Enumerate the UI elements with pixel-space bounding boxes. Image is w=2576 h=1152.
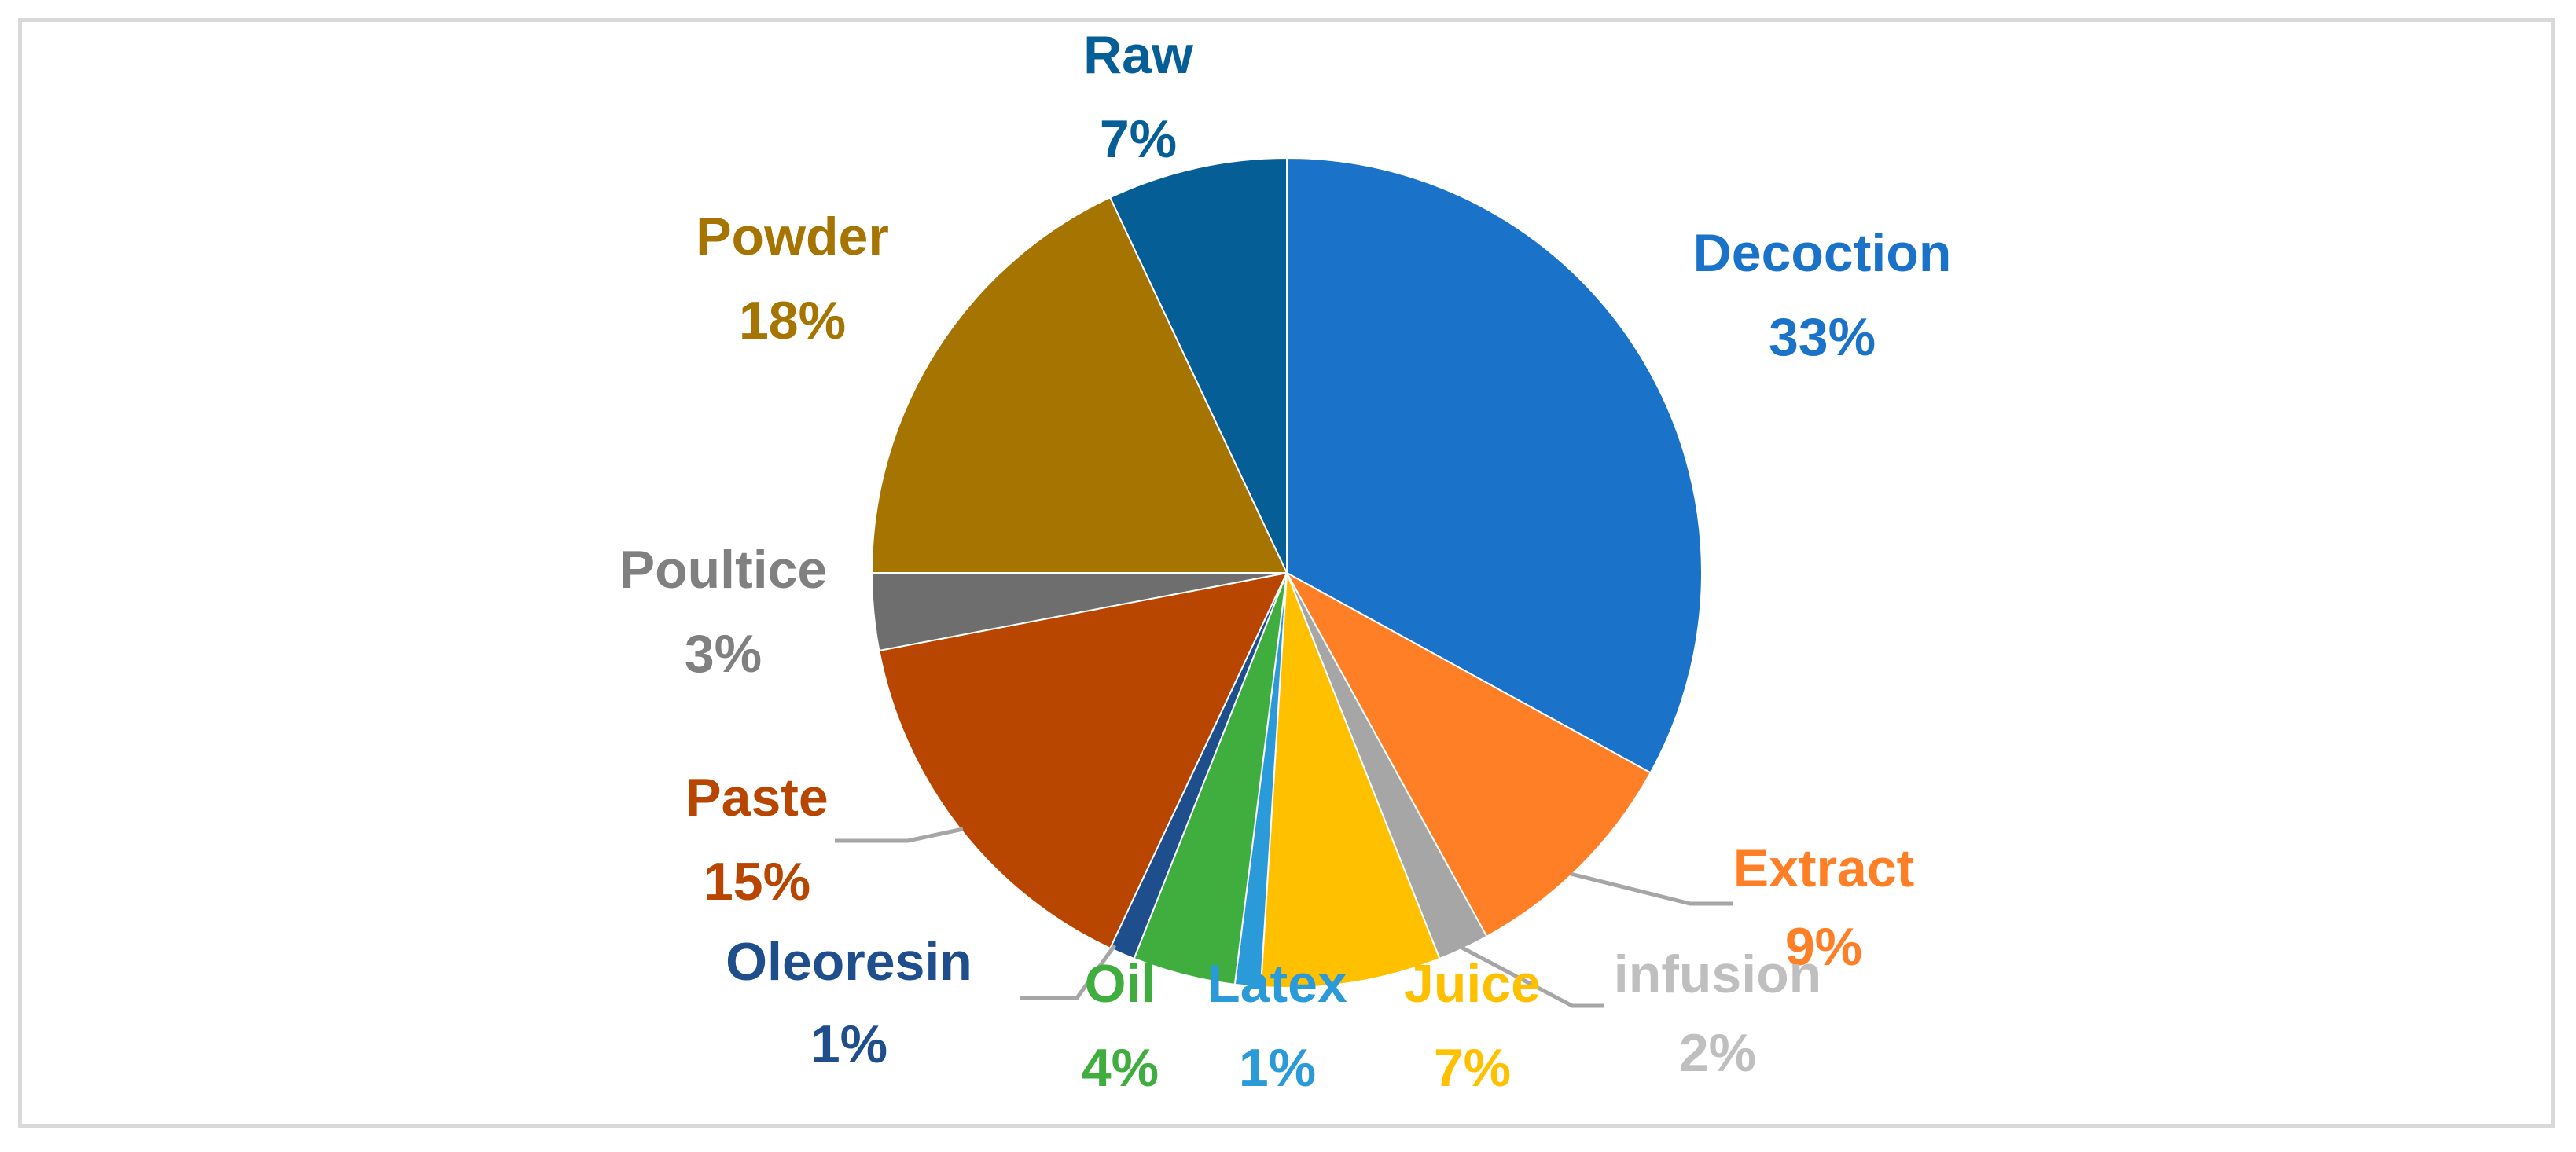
data-label-value-powder: 18%: [739, 291, 846, 350]
leader-line-oleoresin: [1020, 944, 1117, 1000]
pie-slice-paste: [878, 571, 1288, 950]
data-label-value-poultice: 3%: [685, 624, 762, 684]
leader-lines: [835, 827, 1733, 1008]
data-label-name-oleoresin: Oleoresin: [726, 932, 972, 992]
data-label-value-latex: 1%: [1239, 1038, 1316, 1098]
data-label-value-decoction: 33%: [1769, 307, 1876, 367]
data-label-value-juice: 7%: [1434, 1038, 1511, 1098]
pie-slice-juice: [1259, 572, 1441, 989]
leader-line-paste: [835, 827, 964, 843]
pie-slice-extract: [1284, 570, 1652, 938]
data-label-name-oil: Oil: [1085, 954, 1156, 1014]
data-label-value-paste: 15%: [704, 852, 810, 912]
pie-slice-powder: [870, 196, 1288, 574]
data-label-value-extract: 9%: [1785, 917, 1862, 977]
data-label-value-oil: 4%: [1082, 1038, 1159, 1098]
data-label-value-raw: 7%: [1100, 109, 1177, 169]
data-label-value-infusion: 2%: [1679, 1023, 1756, 1083]
leader-line-infusion: [1459, 945, 1604, 1008]
data-label-name-poultice: Poultice: [619, 540, 828, 600]
pie-slices: [870, 156, 1703, 989]
leader-line-extract: [1570, 871, 1733, 906]
data-label-value-oleoresin: 1%: [810, 1014, 887, 1074]
data-label-name-juice: Juice: [1404, 954, 1541, 1014]
data-label-name-raw: Raw: [1083, 25, 1194, 85]
pie-slice-raw: [1108, 156, 1288, 574]
data-label-name-paste: Paste: [685, 768, 828, 827]
data-label-name-extract: Extract: [1733, 838, 1915, 898]
data-label-name-decoction: Decoction: [1693, 223, 1952, 283]
data-label-name-infusion: infusion: [1614, 945, 1821, 1004]
data-label-name-latex: Latex: [1207, 954, 1347, 1014]
pie-slice-decoction: [1286, 156, 1703, 774]
data-labels: Decoction 33% Extract 9%infusion 2% Juice 7% La…: [619, 25, 1952, 1098]
data-label-name-powder: Powder: [696, 207, 889, 266]
